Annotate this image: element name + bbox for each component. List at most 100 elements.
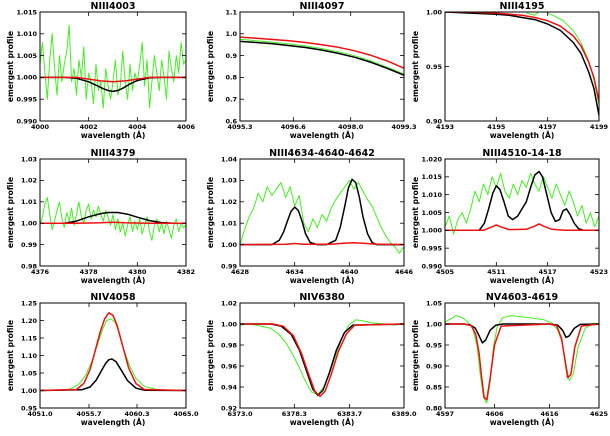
series-line-1 (445, 12, 599, 105)
y-axis-label: emergent profile (411, 177, 420, 248)
x-axis-label: wavelength (Å) (490, 418, 555, 427)
series-group (445, 315, 599, 404)
y-tick-label: 1.03 (21, 155, 37, 163)
series-line-3 (40, 312, 186, 392)
plot-frame (39, 158, 187, 267)
x-tick-label: 4006 (177, 123, 196, 131)
y-tick-label: 1.01 (21, 198, 38, 206)
series-group (240, 319, 404, 398)
x-tick-label: 4511 (487, 268, 506, 276)
plot-frame (239, 158, 405, 267)
y-tick-label: 1.15 (21, 334, 38, 342)
x-tick-label: 6373.0 (227, 410, 253, 418)
x-tick-label: 4376 (31, 268, 50, 276)
y-axis-label: emergent profile (206, 320, 215, 391)
y-tick-label: 0.99 (221, 262, 238, 270)
x-tick-label: 4004 (128, 123, 147, 131)
series-group (40, 197, 186, 241)
y-tick-label: 1.00 (221, 241, 238, 249)
plot-frame (444, 11, 600, 122)
series-line-3 (445, 12, 599, 102)
y-tick-label: 0.90 (426, 362, 443, 370)
y-tick-label: 1.015 (16, 8, 37, 16)
y-tick-label: 0.995 (16, 96, 37, 104)
x-tick-label: 4606 (485, 410, 504, 418)
series-line-2 (240, 40, 404, 76)
y-tick-label: 0.9 (225, 52, 237, 60)
y-tick-label: 1.02 (221, 198, 237, 206)
y-tick-label: 0.98 (221, 341, 238, 349)
x-tick-label: 4646 (395, 268, 414, 276)
series-line-1 (240, 179, 404, 254)
x-axis-label: wavelength (Å) (290, 276, 355, 285)
x-axis-label: wavelength (Å) (490, 276, 555, 285)
y-tick-label: 0.94 (221, 383, 238, 391)
y-tick-label: 0.99 (21, 241, 38, 249)
x-tick-label: 4098.0 (338, 123, 364, 131)
y-tick-label: 0.7 (225, 96, 237, 104)
series-line-2 (40, 358, 186, 392)
y-tick-label: 1.020 (421, 155, 442, 163)
y-tick-label: 1.000 (421, 227, 442, 235)
series-line-2 (445, 170, 599, 232)
y-tick-label: 0.995 (421, 244, 442, 252)
y-tick-label: 1.01 (221, 220, 238, 228)
plot-frame (444, 302, 600, 409)
chart-title: NIV6380 (299, 292, 345, 303)
x-tick-label: 4096.6 (281, 123, 307, 131)
panel-7: 4051.0 4055.7 4060.3 4065.0 0.95 1.00 1.05 1.10… (6, 292, 199, 427)
y-tick-label: 1.10 (21, 352, 38, 360)
y-tick-label: 1.015 (421, 173, 442, 181)
y-tick-label: 0.95 (21, 404, 38, 412)
series-line-3 (240, 36, 404, 69)
x-tick-label: 4060.3 (124, 410, 149, 418)
y-axis-label: emergent profile (411, 320, 420, 391)
x-tick-label: 4065.0 (173, 410, 199, 418)
x-tick-label: 4380 (128, 268, 147, 276)
series-line-1 (240, 319, 404, 395)
x-tick-label: 4634 (286, 268, 305, 276)
y-tick-label: 1.005 (421, 209, 442, 217)
series-line-3 (445, 223, 599, 232)
y-tick-label: 0.96 (221, 362, 238, 370)
x-tick-label: 4197 (539, 123, 557, 131)
x-tick-label: 6378.3 (282, 410, 307, 418)
x-axis-label: wavelength (Å) (290, 418, 355, 427)
chart-title: NIII4379 (91, 148, 136, 159)
series-line-3 (240, 241, 404, 246)
series-line-1 (40, 24, 186, 109)
series-line-2 (445, 323, 599, 344)
y-axis-label: emergent profile (6, 177, 15, 248)
x-tick-label: 4517 (539, 268, 557, 276)
panel-8: 6373.0 6378.3 6383.7 6389.0 0.92 0.94 0.96 0.98… (206, 292, 417, 427)
panel-3: 4193 4195 4197 4199 0.90 0.95 1.00 NIII4195 wave… (411, 1, 609, 140)
chart-title: NV4603-4619 (486, 292, 558, 303)
series-line-1 (445, 315, 599, 404)
x-tick-label: 4055.7 (76, 410, 101, 418)
chart-title: NIII4634-4640-4642 (269, 148, 375, 159)
plot-frame (39, 302, 187, 409)
series-line-2 (240, 178, 404, 246)
y-axis-label: emergent profile (6, 31, 15, 102)
x-tick-label: 4378 (80, 268, 99, 276)
chart-title: NIV4058 (90, 292, 136, 303)
x-tick-label: 4002 (80, 123, 98, 131)
series-line-2 (445, 12, 599, 116)
plot-frame (39, 11, 187, 122)
x-tick-label: 6389.0 (391, 410, 417, 418)
y-tick-label: 1.010 (421, 191, 442, 199)
series-group (240, 36, 404, 76)
y-tick-label: 1.02 (221, 299, 237, 307)
y-tick-label: 0.80 (426, 404, 443, 412)
y-tick-label: 1.04 (221, 155, 238, 163)
y-tick-label: 1.010 (16, 30, 37, 38)
y-tick-label: 0.90 (426, 117, 443, 125)
y-tick-label: 1.05 (21, 369, 38, 377)
series-line-1 (445, 172, 599, 235)
y-tick-label: 1.00 (21, 387, 38, 395)
series-line-1 (240, 38, 404, 75)
x-tick-label: 4000 (31, 123, 50, 131)
x-tick-label: 4095.3 (227, 123, 252, 131)
x-tick-label: 4505 (436, 268, 455, 276)
